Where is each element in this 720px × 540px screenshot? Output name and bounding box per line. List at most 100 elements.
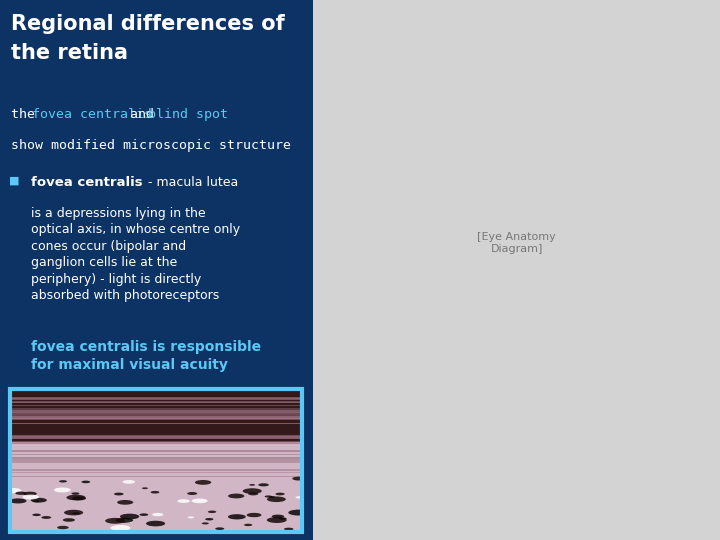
FancyBboxPatch shape <box>10 405 302 406</box>
Ellipse shape <box>243 488 262 494</box>
Ellipse shape <box>187 492 197 495</box>
Ellipse shape <box>249 484 255 486</box>
FancyBboxPatch shape <box>10 451 302 453</box>
Text: the retina: the retina <box>11 43 128 63</box>
Ellipse shape <box>120 514 139 519</box>
FancyBboxPatch shape <box>10 416 302 418</box>
FancyBboxPatch shape <box>10 469 302 471</box>
Ellipse shape <box>292 477 305 481</box>
Ellipse shape <box>269 496 275 498</box>
FancyBboxPatch shape <box>10 442 302 444</box>
FancyBboxPatch shape <box>10 476 302 477</box>
Ellipse shape <box>117 500 133 505</box>
Ellipse shape <box>63 518 75 522</box>
FancyBboxPatch shape <box>10 437 302 438</box>
FancyBboxPatch shape <box>10 423 302 424</box>
FancyBboxPatch shape <box>10 437 302 439</box>
Ellipse shape <box>66 495 86 501</box>
FancyBboxPatch shape <box>10 402 302 403</box>
Ellipse shape <box>57 526 68 529</box>
Ellipse shape <box>288 510 308 516</box>
Ellipse shape <box>22 495 39 500</box>
Ellipse shape <box>192 498 207 503</box>
Ellipse shape <box>105 518 125 524</box>
FancyBboxPatch shape <box>10 457 302 458</box>
FancyBboxPatch shape <box>10 441 302 443</box>
Ellipse shape <box>31 498 47 503</box>
Text: fovea centralis: fovea centralis <box>32 176 143 188</box>
FancyBboxPatch shape <box>10 410 302 411</box>
Ellipse shape <box>59 480 67 483</box>
FancyBboxPatch shape <box>10 402 302 403</box>
Ellipse shape <box>116 518 133 523</box>
Ellipse shape <box>267 496 286 502</box>
Ellipse shape <box>276 492 284 495</box>
FancyBboxPatch shape <box>10 471 302 473</box>
Ellipse shape <box>32 514 41 516</box>
FancyBboxPatch shape <box>10 417 302 419</box>
FancyBboxPatch shape <box>10 446 302 447</box>
Ellipse shape <box>15 491 27 495</box>
FancyBboxPatch shape <box>10 450 302 451</box>
Ellipse shape <box>150 491 159 494</box>
Ellipse shape <box>146 521 165 526</box>
Ellipse shape <box>208 511 216 513</box>
Ellipse shape <box>279 517 287 519</box>
Ellipse shape <box>72 512 80 515</box>
Ellipse shape <box>110 525 130 531</box>
Ellipse shape <box>72 496 86 501</box>
FancyBboxPatch shape <box>10 397 302 399</box>
Ellipse shape <box>228 514 246 519</box>
FancyBboxPatch shape <box>10 454 302 455</box>
FancyBboxPatch shape <box>10 437 302 438</box>
Ellipse shape <box>81 481 90 483</box>
Text: [Eye Anatomy
Diagram]: [Eye Anatomy Diagram] <box>477 232 556 254</box>
Text: fovea centralis is responsible
for maximal visual acuity: fovea centralis is responsible for maxim… <box>32 340 261 372</box>
FancyBboxPatch shape <box>10 410 302 412</box>
Ellipse shape <box>114 492 124 495</box>
FancyBboxPatch shape <box>10 418 302 420</box>
FancyBboxPatch shape <box>10 411 302 413</box>
FancyBboxPatch shape <box>10 408 302 410</box>
FancyBboxPatch shape <box>10 451 302 453</box>
Ellipse shape <box>205 518 213 521</box>
Ellipse shape <box>215 528 224 530</box>
Ellipse shape <box>9 498 27 503</box>
Ellipse shape <box>122 480 135 484</box>
FancyBboxPatch shape <box>10 461 302 463</box>
Ellipse shape <box>23 491 37 496</box>
FancyBboxPatch shape <box>10 398 302 400</box>
Text: Regional differences of: Regional differences of <box>11 14 284 33</box>
Ellipse shape <box>64 510 84 515</box>
Ellipse shape <box>284 528 294 530</box>
Ellipse shape <box>248 492 258 495</box>
Ellipse shape <box>265 495 272 497</box>
Ellipse shape <box>244 524 252 526</box>
Ellipse shape <box>54 488 71 492</box>
Ellipse shape <box>202 522 209 524</box>
FancyBboxPatch shape <box>10 443 302 444</box>
Ellipse shape <box>267 517 287 523</box>
FancyBboxPatch shape <box>10 435 302 437</box>
Ellipse shape <box>258 483 269 487</box>
Ellipse shape <box>195 480 211 485</box>
FancyBboxPatch shape <box>10 399 302 400</box>
Ellipse shape <box>71 492 79 495</box>
FancyBboxPatch shape <box>10 416 302 419</box>
Text: blind spot: blind spot <box>148 108 228 121</box>
Ellipse shape <box>188 516 194 518</box>
FancyBboxPatch shape <box>10 423 302 424</box>
Ellipse shape <box>247 513 261 517</box>
Ellipse shape <box>4 488 22 493</box>
Ellipse shape <box>32 501 40 502</box>
Ellipse shape <box>228 494 244 498</box>
FancyBboxPatch shape <box>10 436 302 437</box>
FancyBboxPatch shape <box>10 412 302 414</box>
Ellipse shape <box>295 496 304 498</box>
Ellipse shape <box>142 487 148 489</box>
Text: ■: ■ <box>9 176 20 186</box>
Ellipse shape <box>177 500 190 503</box>
Ellipse shape <box>152 513 163 516</box>
Text: is a depressions lying in the
optical axis, in whose centre only
cones occur (bi: is a depressions lying in the optical ax… <box>32 207 240 302</box>
Text: - macula lutea: - macula lutea <box>144 176 238 188</box>
